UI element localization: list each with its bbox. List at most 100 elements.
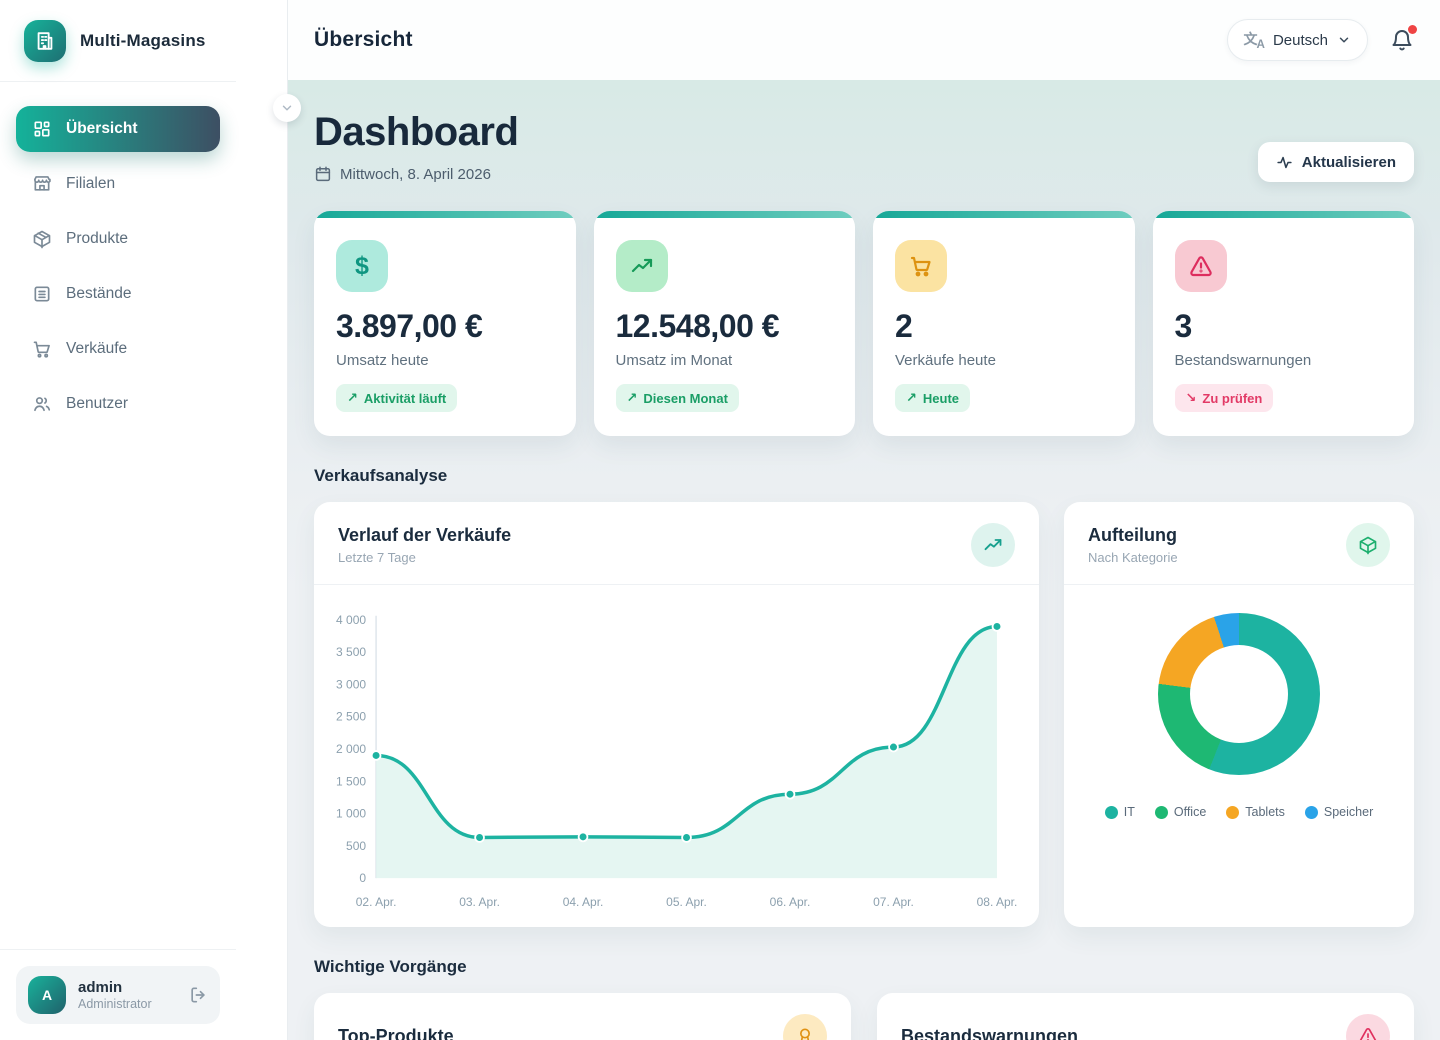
svg-text:05. Apr.: 05. Apr. <box>666 895 707 909</box>
sidebar-item-bestaende[interactable]: Bestände <box>16 271 220 317</box>
user-card: A admin Administrator <box>16 966 220 1024</box>
avatar: A <box>28 976 66 1014</box>
logout-icon <box>191 987 205 1003</box>
sidebar-footer: A admin Administrator <box>0 949 236 1040</box>
chevron-down-icon <box>282 105 292 111</box>
chart-title: Aufteilung <box>1088 525 1177 545</box>
chevron-down-icon <box>1339 37 1349 43</box>
svg-text:3 000: 3 000 <box>336 677 366 691</box>
status-badge: ↗ Aktivität läuft <box>336 384 458 412</box>
users-icon <box>34 397 51 412</box>
sidebar-item-produkte[interactable]: Produkte <box>16 216 220 262</box>
card-accent-strip <box>314 211 576 218</box>
legend-dot <box>1104 805 1118 819</box>
dashboard-grid-icon <box>34 121 50 137</box>
legend-item-speicher[interactable]: Speicher <box>1304 805 1374 819</box>
legend-dot <box>1154 805 1168 819</box>
stat-card-bestandswarnungen: 3 Bestandswarnungen ↘ Zu prüfen <box>1152 211 1414 436</box>
sales-line-chart: 0 500 1 000 1 500 2 000 2 500 3 000 3 500 4 000 0… <box>336 613 1018 909</box>
user-name: admin <box>78 979 123 996</box>
stat-card-verkaeufe-heute: 2 Verkäufe heute ↗ Heute <box>873 211 1135 436</box>
sidebar-item-label: Übersicht <box>66 120 138 137</box>
app-logo-icon <box>24 20 66 62</box>
card-title: Bestandswarnungen <box>901 1025 1079 1040</box>
logout-button[interactable] <box>188 985 208 1005</box>
section-title-verkaufsanalyse: Verkaufsanalyse <box>314 466 448 485</box>
card-accent-strip <box>1152 211 1414 218</box>
award-icon <box>783 1014 827 1040</box>
legend-label: IT <box>1123 805 1135 819</box>
legend-label: Tablets <box>1245 805 1285 819</box>
bell-icon <box>1392 30 1412 51</box>
activity-icon <box>1277 156 1292 168</box>
stat-label: Umsatz heute <box>336 352 429 369</box>
svg-text:08. Apr.: 08. Apr. <box>977 895 1018 909</box>
chart-subtitle: Letzte 7 Tage <box>338 550 416 565</box>
card-accent-strip <box>593 211 855 218</box>
trending-up-icon <box>971 523 1015 567</box>
notifications-button[interactable] <box>1390 25 1417 52</box>
alert-triangle-icon <box>1346 1014 1390 1040</box>
stat-value: 2 <box>895 308 913 344</box>
stat-card-umsatz-monat: 12.548,00 € Umsatz im Monat ↗ Diesen Mon… <box>593 211 855 436</box>
sidebar-item-label: Filialen <box>66 175 116 192</box>
sidebar-item-verkaeufe[interactable]: Verkäufe <box>16 326 220 372</box>
arrow-down-right-icon: ↘ <box>1185 390 1197 405</box>
alert-triangle-icon <box>1174 240 1227 292</box>
svg-text:0: 0 <box>359 871 366 885</box>
donut-legend: IT Office Tablets Speicher <box>1104 805 1374 819</box>
arrow-up-right-icon: ↗ <box>626 390 638 405</box>
sidebar: Multi-Magasins Übersicht Filialen Produk… <box>0 0 288 1040</box>
inventory-icon <box>34 286 50 302</box>
stat-label: Umsatz im Monat <box>615 352 733 369</box>
page-title: Dashboard <box>314 110 519 154</box>
legend-label: Speicher <box>1323 805 1374 819</box>
language-label: Deutsch <box>1272 31 1328 49</box>
svg-text:07. Apr.: 07. Apr. <box>873 895 914 909</box>
svg-text:04. Apr.: 04. Apr. <box>563 895 604 909</box>
legend-item-office[interactable]: Office <box>1154 805 1207 819</box>
legend-item-tablets[interactable]: Tablets <box>1226 805 1285 819</box>
stat-label: Verkäufe heute <box>895 352 996 369</box>
store-icon <box>34 176 51 191</box>
refresh-button[interactable]: Aktualisieren <box>1257 142 1414 182</box>
cart-icon <box>33 341 50 358</box>
chart-title: Verlauf der Verkäufe <box>338 525 512 545</box>
arrow-up-right-icon: ↗ <box>347 390 358 405</box>
sidebar-item-label: Bestände <box>66 285 132 302</box>
legend-dot <box>1304 805 1318 819</box>
calendar-icon <box>315 166 331 182</box>
legend-label: Office <box>1173 805 1207 819</box>
sidebar-item-uebersicht[interactable]: Übersicht <box>16 106 220 152</box>
refresh-label: Aktualisieren <box>1301 153 1396 171</box>
svg-text:1 500: 1 500 <box>336 774 366 788</box>
stat-value: 3.897,00 € <box>336 308 483 344</box>
language-selector[interactable]: 文A Deutsch <box>1226 19 1368 61</box>
card-title: Top-Produkte <box>338 1025 454 1040</box>
svg-text:06. Apr.: 06. Apr. <box>770 895 811 909</box>
sidebar-item-label: Benutzer <box>66 395 129 412</box>
status-badge: ↘ Zu prüfen <box>1174 384 1274 412</box>
legend-item-it[interactable]: IT <box>1104 805 1135 819</box>
chart-subtitle: Nach Kategorie <box>1088 550 1178 565</box>
sidebar-item-label: Verkäufe <box>66 340 128 357</box>
dashboard-content: Dashboard Mittwoch, 8. April 2026 Aktual… <box>288 80 1440 1040</box>
sidebar-item-label: Produkte <box>66 230 129 247</box>
svg-text:02. Apr.: 02. Apr. <box>356 895 397 909</box>
topbar: Übersicht 文A Deutsch <box>288 0 1440 80</box>
card-accent-strip <box>873 211 1135 218</box>
app-brand: Multi-Magasins <box>0 0 236 82</box>
svg-text:500: 500 <box>346 839 366 853</box>
main-area: Übersicht 文A Deutsch Dashboard Mittwo <box>288 0 1440 1040</box>
sidebar-item-benutzer[interactable]: Benutzer <box>16 381 220 427</box>
app-name: Multi-Magasins <box>80 31 206 50</box>
dollar-icon: $ <box>336 240 388 292</box>
svg-text:4 000: 4 000 <box>336 613 366 627</box>
sidebar-collapse-button[interactable] <box>273 94 301 122</box>
sidebar-nav: Übersicht Filialen Produkte Bestände <box>0 82 236 436</box>
legend-dot <box>1226 805 1240 819</box>
sidebar-item-filialen[interactable]: Filialen <box>16 161 220 207</box>
svg-text:1 000: 1 000 <box>336 807 366 821</box>
stat-label: Bestandswarnungen <box>1174 352 1312 369</box>
page-breadcrumb-title: Übersicht <box>314 28 413 51</box>
